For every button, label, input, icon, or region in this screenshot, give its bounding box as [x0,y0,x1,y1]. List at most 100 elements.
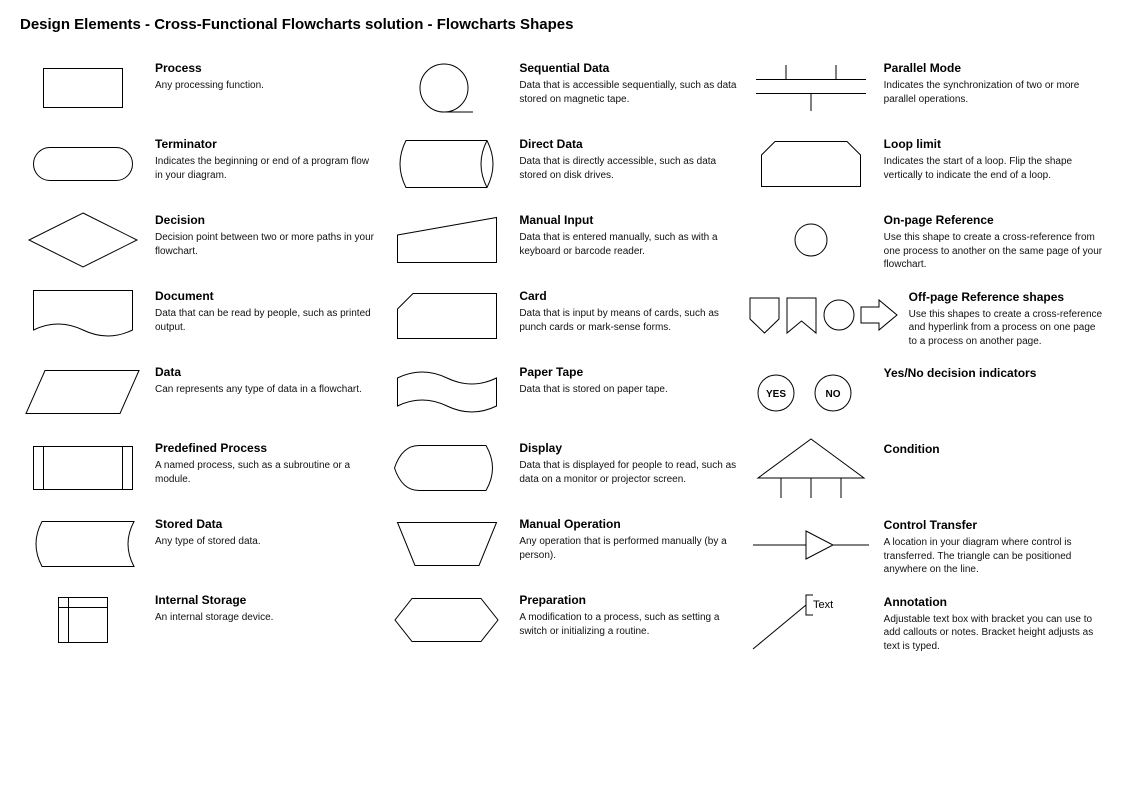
desc: Use this shapes to create a cross-refere… [909,308,1103,349]
row-card: CardData that is input by means of cards… [384,285,738,347]
onpage-reference-icon [749,209,874,271]
row-manualop: Manual Operation Any operation that is pe… [384,513,738,575]
internal-storage-icon [20,589,145,651]
sequential-data-icon [384,57,509,119]
desc: A location in your diagram where control… [884,536,1103,577]
row-sequential: Sequential Data Data that is accessible s… [384,57,738,119]
row-control: Control Transfer A location in your diagr… [749,514,1103,577]
desc: An internal storage device. [155,611,374,625]
page-title: Design Elements - Cross-Functional Flowc… [20,16,1103,33]
process-icon [20,57,145,119]
columns-container: Process Any processing function. Terminat… [20,57,1103,653]
label: Display [519,441,738,455]
row-internal: Internal Storage An internal storage devi… [20,589,374,651]
desc: Data that is directly accessible, such a… [519,155,738,182]
label: Process [155,61,374,75]
desc: Data that is input by means of cards, su… [519,307,738,334]
row-direct: Direct Data Data that is directly accessi… [384,133,738,195]
label: Parallel Mode [884,61,1103,75]
offpage-reference-icon [749,286,899,348]
label: On-page Reference [884,213,1103,227]
yesno-icon: YES NO [749,362,874,424]
row-preparation: PreparationA modification to a process, … [384,589,738,651]
condition-icon [749,438,874,500]
manual-operation-icon [384,513,509,575]
label: Sequential Data [519,61,738,75]
predefined-process-icon [20,437,145,499]
row-terminator: Terminator Indicates the beginning or end… [20,133,374,195]
label: Paper Tape [519,365,738,379]
annotation-icon: Text [749,591,874,653]
row-document: Document Data that can be read by people,… [20,285,374,347]
label: Predefined Process [155,441,374,455]
row-offpage: Off-page Reference shapesUse this shapes… [749,286,1103,349]
terminator-icon [20,133,145,195]
svg-text:YES: YES [766,389,786,400]
desc: Any operation that is performed manually… [519,535,738,562]
manual-input-icon [384,209,509,271]
row-annotation: Text Annotation Adjustable text box with … [749,591,1103,654]
loop-limit-icon [749,133,874,195]
data-icon [20,361,145,423]
control-transfer-icon [749,514,874,576]
label: Control Transfer [884,518,1103,532]
row-onpage: On-page Reference Use this shape to creat… [749,209,1103,272]
display-icon [384,437,509,499]
label: Loop limit [884,137,1103,151]
parallel-mode-icon [749,57,874,119]
desc: Any processing function. [155,79,374,93]
desc: Can represents any type of data in a flo… [155,383,374,397]
row-papertape: Paper Tape Data that is stored on paper t… [384,361,738,423]
label: Preparation [519,593,738,607]
row-process: Process Any processing function. [20,57,374,119]
desc: Data that is stored on paper tape. [519,383,738,397]
column-3: Parallel Mode Indicates the synchronizati… [749,57,1103,653]
row-data: Data Can represents any type of data in a… [20,361,374,423]
desc: Data that is accessible sequentially, su… [519,79,738,106]
svg-text:NO: NO [826,389,841,400]
row-yesno: YES NO Yes/No decision indicators [749,362,1103,424]
flowchart-shapes-reference: Design Elements - Cross-Functional Flowc… [0,0,1123,653]
row-parallel: Parallel Mode Indicates the synchronizati… [749,57,1103,119]
document-icon [20,285,145,347]
label: Decision [155,213,374,227]
label: Condition [884,442,1103,456]
column-1: Process Any processing function. Terminat… [20,57,374,653]
stored-data-icon [20,513,145,575]
column-2: Sequential Data Data that is accessible s… [384,57,738,653]
label: Internal Storage [155,593,374,607]
label: Annotation [884,595,1103,609]
desc: Decision point between two or more paths… [155,231,374,258]
label: Stored Data [155,517,374,531]
card-icon [384,285,509,347]
desc: Adjustable text box with bracket you can… [884,613,1103,654]
desc: Use this shape to create a cross-referen… [884,231,1103,272]
row-stored: Stored Data Any type of stored data. [20,513,374,575]
preparation-icon [384,589,509,651]
desc: A named process, such as a subroutine or… [155,459,374,486]
svg-text:Text: Text [813,599,833,611]
label: Document [155,289,374,303]
desc: Data that is entered manually, such as w… [519,231,738,258]
desc: Indicates the start of a loop. Flip the … [884,155,1103,182]
direct-data-icon [384,133,509,195]
row-decision: Decision Decision point between two or mo… [20,209,374,271]
label: Direct Data [519,137,738,151]
desc: Any type of stored data. [155,535,374,549]
label: Yes/No decision indicators [884,366,1103,380]
paper-tape-icon [384,361,509,423]
label: Data [155,365,374,379]
row-manualinput: Manual Input Data that is entered manuall… [384,209,738,271]
decision-icon [20,209,145,271]
row-predefined: Predefined Process A named process, such … [20,437,374,499]
label: Manual Input [519,213,738,227]
label: Terminator [155,137,374,151]
desc: Indicates the beginning or end of a prog… [155,155,374,182]
row-display: Display Data that is displayed for people… [384,437,738,499]
row-loop: Loop limit Indicates the start of a loop.… [749,133,1103,195]
desc: Indicates the synchronization of two or … [884,79,1103,106]
desc: Data that is displayed for people to rea… [519,459,738,486]
desc: Data that can be read by people, such as… [155,307,374,334]
label: Manual Operation [519,517,738,531]
row-condition: Condition [749,438,1103,500]
